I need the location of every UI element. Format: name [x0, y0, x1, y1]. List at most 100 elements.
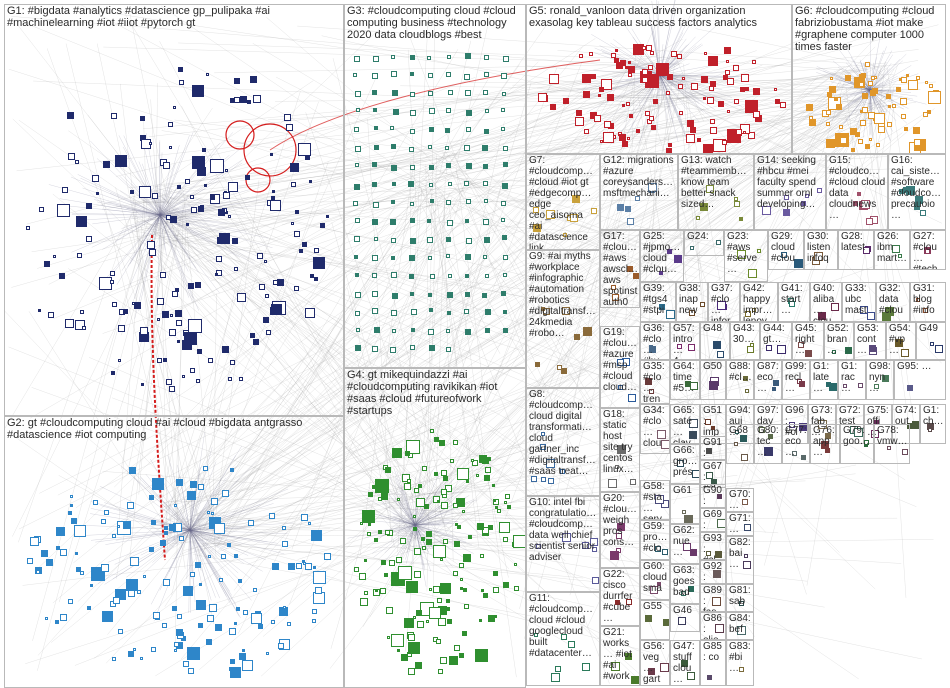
vertex[interactable]: [860, 73, 866, 79]
vertex[interactable]: [391, 144, 397, 150]
vertex[interactable]: [501, 235, 507, 241]
vertex[interactable]: [427, 55, 431, 60]
vertex[interactable]: [409, 54, 415, 60]
vertex[interactable]: [410, 71, 415, 76]
vertex[interactable]: [210, 194, 216, 200]
vertex[interactable]: [271, 619, 276, 624]
vertex[interactable]: [270, 199, 282, 211]
vertex[interactable]: [424, 504, 430, 510]
vertex[interactable]: [626, 217, 634, 225]
vertex[interactable]: [392, 90, 399, 97]
vertex[interactable]: [710, 80, 717, 87]
vertex[interactable]: [743, 130, 747, 134]
vertex[interactable]: [303, 562, 307, 566]
vertex[interactable]: [128, 650, 135, 657]
vertex[interactable]: [174, 309, 182, 317]
vertex[interactable]: [420, 536, 425, 541]
vertex[interactable]: [140, 383, 144, 387]
vertex[interactable]: [353, 200, 359, 206]
vertex[interactable]: [169, 314, 173, 318]
vertex[interactable]: [484, 128, 490, 134]
vertex[interactable]: [550, 103, 557, 110]
vertex[interactable]: [37, 308, 41, 312]
vertex[interactable]: [513, 535, 525, 549]
vertex[interactable]: [143, 575, 147, 579]
vertex[interactable]: [372, 73, 379, 80]
vertex[interactable]: [410, 291, 415, 296]
vertex[interactable]: [368, 491, 373, 497]
vertex[interactable]: [210, 512, 214, 516]
vertex[interactable]: [428, 345, 435, 352]
vertex[interactable]: [272, 562, 280, 570]
vertex[interactable]: [148, 547, 154, 553]
vertex[interactable]: [504, 494, 510, 500]
vertex[interactable]: [197, 483, 204, 490]
vertex[interactable]: [697, 138, 702, 143]
vertex[interactable]: [183, 332, 197, 346]
vertex[interactable]: [176, 478, 184, 486]
vertex[interactable]: [619, 59, 626, 66]
vertex[interactable]: [381, 492, 389, 500]
vertex[interactable]: [229, 627, 237, 635]
vertex[interactable]: [501, 127, 506, 132]
vertex[interactable]: [409, 344, 415, 350]
vertex[interactable]: [242, 648, 246, 652]
vertex[interactable]: [651, 124, 657, 130]
vertex[interactable]: [503, 500, 507, 504]
vertex[interactable]: [464, 73, 471, 80]
vertex[interactable]: [151, 520, 157, 526]
vertex[interactable]: [644, 111, 650, 117]
vertex[interactable]: [414, 548, 422, 556]
vertex[interactable]: [708, 56, 719, 67]
vertex[interactable]: [395, 556, 402, 563]
vertex[interactable]: [313, 570, 327, 584]
vertex[interactable]: [384, 466, 391, 473]
vertex[interactable]: [272, 280, 278, 286]
vertex[interactable]: [247, 520, 254, 527]
vertex[interactable]: [485, 466, 491, 473]
vertex[interactable]: [445, 128, 451, 134]
vertex[interactable]: [201, 148, 206, 153]
vertex[interactable]: [689, 127, 696, 134]
vertex[interactable]: [195, 600, 206, 611]
vertex[interactable]: [514, 586, 520, 592]
vertex[interactable]: [484, 327, 490, 333]
vertex[interactable]: [391, 292, 398, 299]
vertex[interactable]: [834, 97, 839, 102]
vertex[interactable]: [228, 376, 233, 381]
vertex[interactable]: [411, 327, 416, 332]
vertex[interactable]: [186, 223, 190, 227]
vertex[interactable]: [187, 491, 197, 501]
vertex[interactable]: [850, 147, 855, 152]
vertex[interactable]: [308, 179, 312, 183]
vertex[interactable]: [353, 254, 358, 259]
vertex[interactable]: [408, 642, 421, 655]
vertex[interactable]: [397, 565, 412, 580]
vertex[interactable]: [163, 357, 168, 362]
vertex[interactable]: [314, 247, 320, 253]
vertex[interactable]: [723, 47, 731, 55]
vertex[interactable]: [399, 538, 406, 545]
vertex[interactable]: [618, 133, 626, 141]
vertex[interactable]: [662, 619, 669, 627]
vertex[interactable]: [229, 359, 235, 365]
vertex[interactable]: [732, 65, 739, 72]
vertex[interactable]: [177, 613, 183, 619]
vertex[interactable]: [402, 657, 407, 662]
vertex[interactable]: [828, 86, 836, 94]
vertex[interactable]: [682, 76, 686, 80]
vertex[interactable]: [690, 83, 698, 91]
vertex[interactable]: [868, 81, 874, 87]
vertex[interactable]: [304, 307, 315, 318]
vertex[interactable]: [774, 98, 780, 104]
vertex[interactable]: [298, 143, 312, 157]
vertex[interactable]: [903, 127, 908, 132]
vertex[interactable]: [825, 122, 830, 127]
vertex[interactable]: [229, 468, 234, 473]
vertex[interactable]: [413, 515, 417, 519]
vertex[interactable]: [433, 472, 438, 477]
vertex[interactable]: [561, 368, 568, 375]
vertex[interactable]: [25, 225, 30, 230]
vertex[interactable]: [67, 598, 73, 604]
vertex[interactable]: [483, 54, 489, 60]
